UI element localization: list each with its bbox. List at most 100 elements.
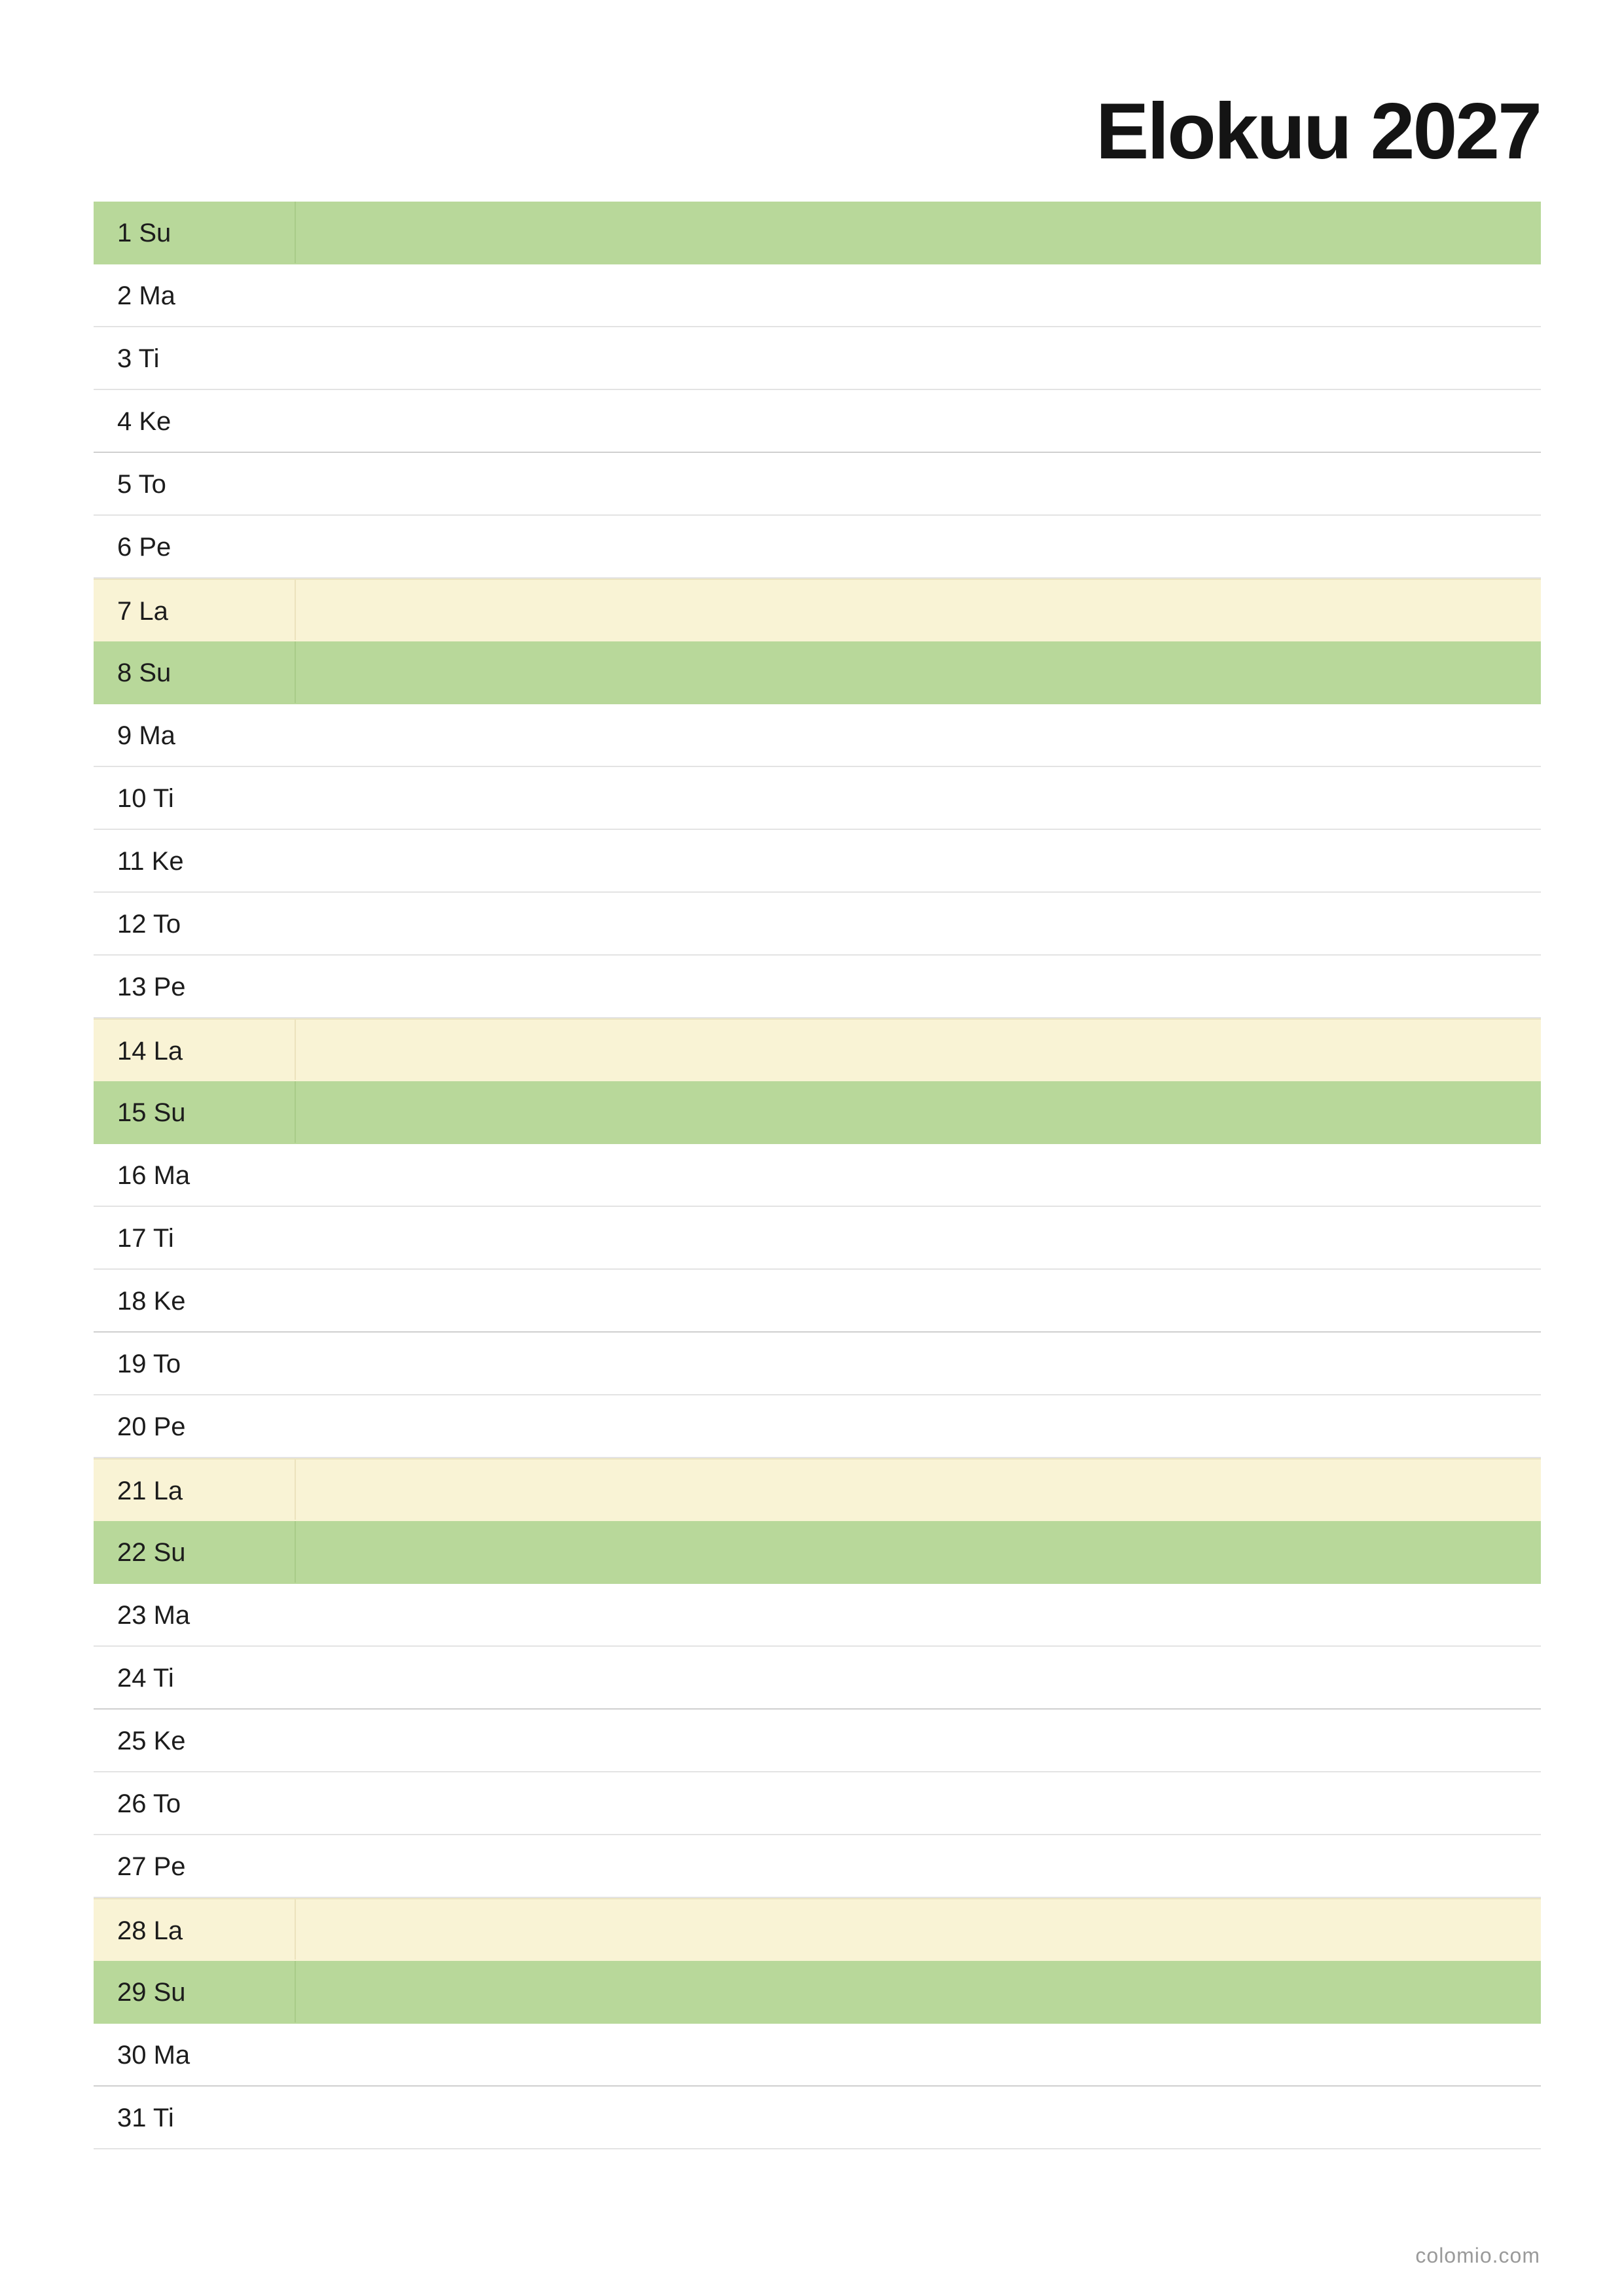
notes-cell[interactable]	[296, 264, 1541, 326]
day-row: 25 Ke	[94, 1710, 1541, 1772]
day-label: 11 Ke	[117, 847, 184, 876]
day-label: 30 Ma	[117, 2041, 190, 2070]
column-separator	[295, 580, 296, 640]
notes-cell[interactable]	[296, 1961, 1541, 2022]
day-row: 11 Ke	[94, 830, 1541, 893]
notes-cell[interactable]	[296, 767, 1541, 829]
day-label: 6 Pe	[117, 533, 171, 562]
notes-cell[interactable]	[296, 390, 1541, 452]
day-label: 3 Ti	[117, 344, 160, 373]
day-row: 1 Su	[94, 202, 1541, 264]
notes-cell[interactable]	[296, 1020, 1541, 1080]
column-separator	[295, 641, 296, 703]
day-label: 19 To	[117, 1350, 181, 1378]
day-row: 16 Ma	[94, 1144, 1541, 1207]
day-row: 3 Ti	[94, 327, 1541, 390]
day-row: 19 To	[94, 1333, 1541, 1395]
notes-cell[interactable]	[296, 1460, 1541, 1520]
day-label: 20 Pe	[117, 1412, 186, 1441]
day-label: 16 Ma	[117, 1161, 190, 1190]
day-row: 7 La	[94, 579, 1541, 641]
day-label: 25 Ke	[117, 1727, 186, 1755]
notes-cell[interactable]	[296, 1395, 1541, 1457]
day-row: 12 To	[94, 893, 1541, 956]
day-label: 21 La	[117, 1477, 183, 1505]
notes-cell[interactable]	[296, 1584, 1541, 1645]
day-row: 20 Pe	[94, 1395, 1541, 1458]
day-label: 26 To	[117, 1789, 181, 1818]
notes-cell[interactable]	[296, 830, 1541, 891]
notes-cell[interactable]	[296, 1207, 1541, 1268]
footer-credit: colomio.com	[1415, 2244, 1540, 2267]
notes-cell[interactable]	[296, 327, 1541, 389]
day-row: 4 Ke	[94, 390, 1541, 453]
day-label: 13 Pe	[117, 973, 186, 1001]
notes-cell[interactable]	[296, 893, 1541, 954]
day-label: 12 To	[117, 910, 181, 939]
day-row: 27 Pe	[94, 1835, 1541, 1898]
column-separator	[295, 1081, 296, 1143]
day-label: 23 Ma	[117, 1601, 190, 1630]
day-row: 24 Ti	[94, 1647, 1541, 1710]
notes-cell[interactable]	[296, 1647, 1541, 1708]
notes-cell[interactable]	[296, 1899, 1541, 1960]
notes-cell[interactable]	[296, 641, 1541, 703]
day-label: 27 Pe	[117, 1852, 186, 1881]
day-label: 10 Ti	[117, 784, 174, 813]
notes-cell[interactable]	[296, 1710, 1541, 1771]
notes-cell[interactable]	[296, 580, 1541, 640]
column-separator	[295, 1460, 296, 1520]
column-separator	[295, 1020, 296, 1080]
day-row: 26 To	[94, 1772, 1541, 1835]
notes-cell[interactable]	[296, 2024, 1541, 2085]
notes-cell[interactable]	[296, 453, 1541, 514]
day-label: 17 Ti	[117, 1224, 174, 1253]
day-label: 8 Su	[117, 658, 171, 687]
day-row: 21 La	[94, 1458, 1541, 1521]
notes-cell[interactable]	[296, 516, 1541, 577]
day-row: 6 Pe	[94, 516, 1541, 579]
day-label: 29 Su	[117, 1978, 186, 2007]
notes-cell[interactable]	[296, 202, 1541, 263]
notes-cell[interactable]	[296, 1333, 1541, 1394]
day-row: 13 Pe	[94, 956, 1541, 1018]
day-label: 24 Ti	[117, 1664, 174, 1693]
day-row: 23 Ma	[94, 1584, 1541, 1647]
day-row: 8 Su	[94, 641, 1541, 704]
notes-cell[interactable]	[296, 1772, 1541, 1834]
page-title: Elokuu 2027	[1096, 86, 1542, 175]
day-label: 9 Ma	[117, 721, 175, 750]
day-row: 10 Ti	[94, 767, 1541, 830]
day-row: 18 Ke	[94, 1270, 1541, 1333]
notes-cell[interactable]	[296, 1144, 1541, 1206]
day-label: 28 La	[117, 1916, 183, 1945]
notes-cell[interactable]	[296, 1521, 1541, 1583]
day-row: 5 To	[94, 453, 1541, 516]
day-row: 28 La	[94, 1898, 1541, 1961]
notes-cell[interactable]	[296, 956, 1541, 1017]
day-row: 15 Su	[94, 1081, 1541, 1144]
day-label: 22 Su	[117, 1538, 186, 1567]
day-label: 5 To	[117, 470, 166, 499]
day-label: 31 Ti	[117, 2104, 174, 2132]
day-row: 31 Ti	[94, 2087, 1541, 2149]
day-label: 2 Ma	[117, 281, 175, 310]
notes-cell[interactable]	[296, 1081, 1541, 1143]
column-separator	[295, 1899, 296, 1960]
day-row: 22 Su	[94, 1521, 1541, 1584]
notes-cell[interactable]	[296, 704, 1541, 766]
notes-cell[interactable]	[296, 2087, 1541, 2148]
day-row: 2 Ma	[94, 264, 1541, 327]
notes-cell[interactable]	[296, 1270, 1541, 1331]
day-label: 4 Ke	[117, 407, 171, 436]
day-row: 14 La	[94, 1018, 1541, 1081]
column-separator	[295, 202, 296, 263]
day-label: 14 La	[117, 1037, 183, 1066]
day-row: 29 Su	[94, 1961, 1541, 2024]
day-label: 1 Su	[117, 219, 171, 247]
day-list: 1 Su 2 Ma 3 Ti 4 Ke 5 To 6 Pe 7 La 8 Su 9 Ma 10 T…	[94, 202, 1541, 2149]
column-separator	[295, 1521, 296, 1583]
column-separator	[295, 1961, 296, 2022]
notes-cell[interactable]	[296, 1835, 1541, 1897]
day-label: 15 Su	[117, 1098, 186, 1127]
